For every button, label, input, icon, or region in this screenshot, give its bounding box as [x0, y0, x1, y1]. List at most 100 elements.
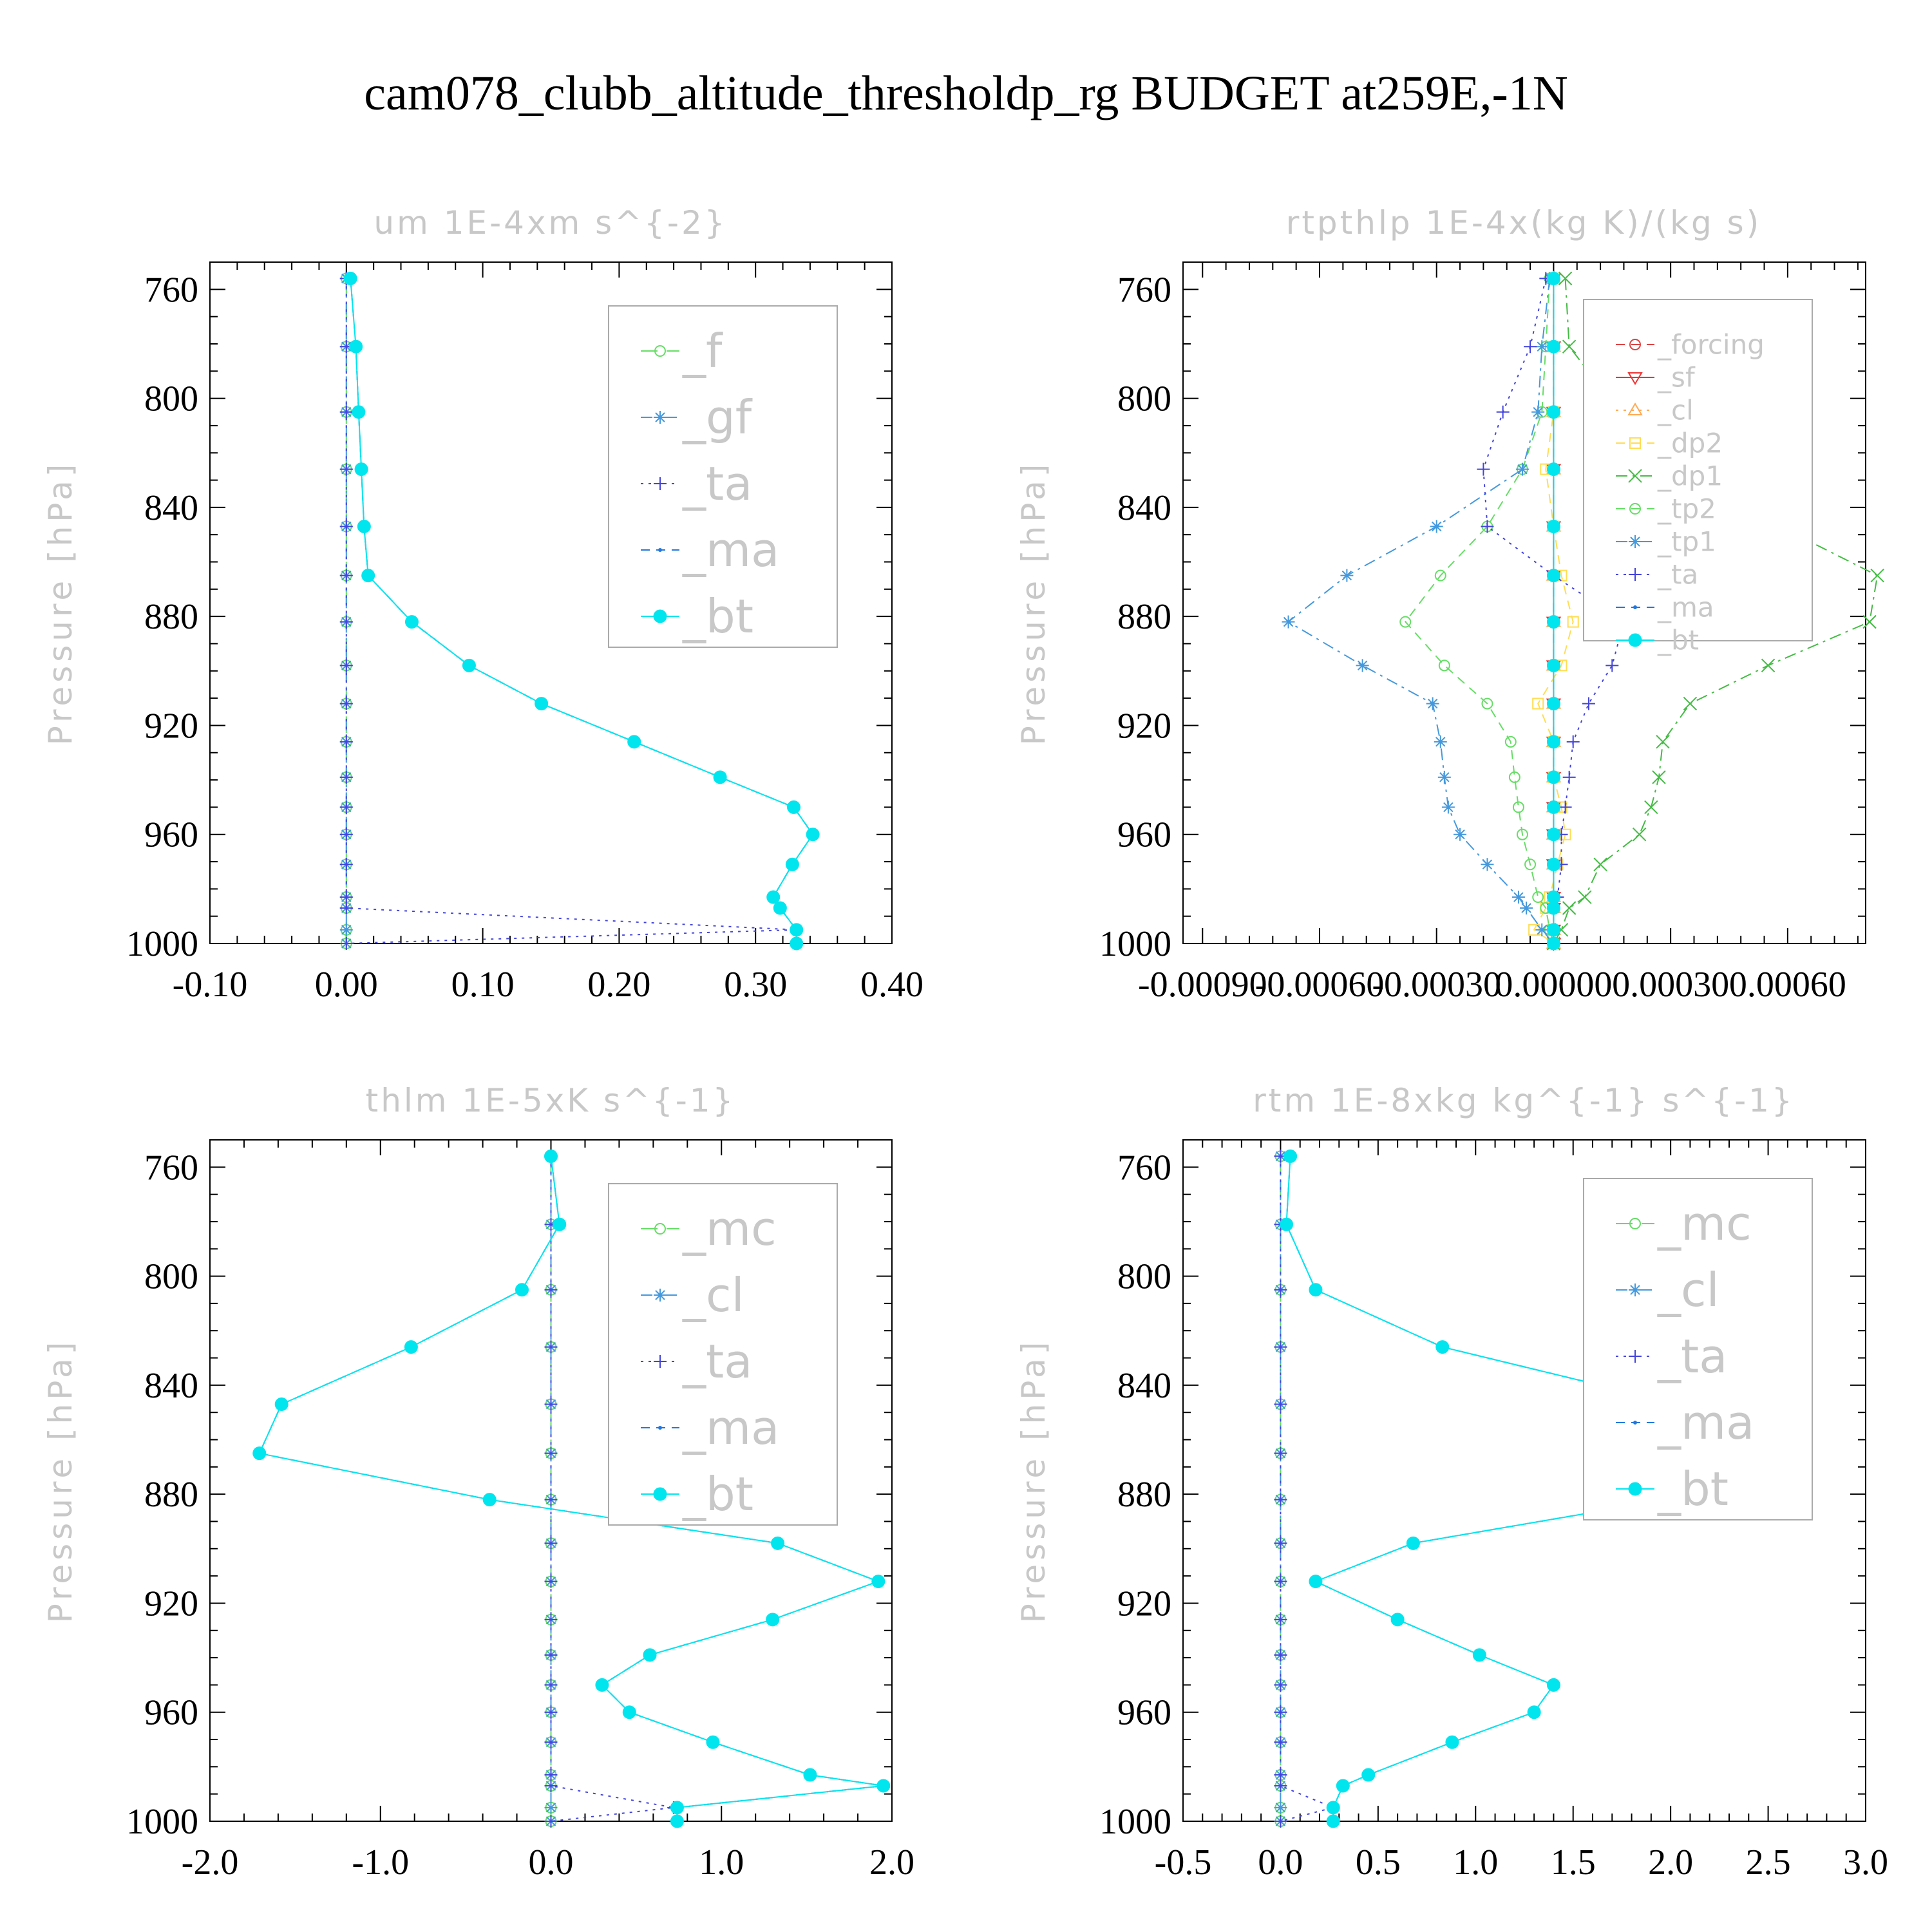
y-tick-label: 760 — [1117, 270, 1171, 310]
data-point — [1516, 828, 1528, 840]
data-point — [1532, 891, 1544, 904]
data-point — [713, 770, 727, 784]
data-point — [339, 923, 353, 936]
legend-label: _forcing — [1657, 329, 1765, 361]
y-tick-label: 800 — [1117, 1257, 1171, 1297]
data-point — [1274, 1613, 1287, 1626]
data-point — [544, 1149, 558, 1163]
data-point — [1434, 735, 1447, 748]
data-point — [339, 405, 353, 419]
legend-label: _cl — [682, 1268, 744, 1322]
data-point — [339, 569, 353, 582]
data-point — [1282, 615, 1295, 629]
data-point — [1481, 520, 1494, 533]
legend-marker — [658, 1426, 662, 1430]
panel-title: rtpthlp 1E-4x(kg K)/(kg s) — [1286, 204, 1761, 242]
data-point — [1280, 1217, 1294, 1231]
legend-marker — [1628, 469, 1642, 483]
data-point — [1532, 697, 1544, 710]
x-tick-label: 0.0 — [1258, 1842, 1303, 1882]
x-tick-label: -0.00090 — [1138, 965, 1267, 1005]
data-point — [1326, 1801, 1340, 1815]
data-point — [354, 462, 368, 477]
legend-box — [608, 305, 838, 648]
data-point — [1546, 800, 1560, 814]
series-line — [1482, 278, 1625, 943]
data-point — [1562, 770, 1576, 784]
data-point — [1481, 858, 1494, 871]
data-point — [1546, 901, 1560, 915]
data-point — [544, 1283, 558, 1296]
x-tick-label: 0.30 — [724, 965, 787, 1005]
data-point — [643, 1648, 657, 1662]
y-tick-label: 960 — [144, 1693, 198, 1733]
legend-marker — [1629, 1350, 1642, 1363]
chart-panel-3: thlm 1E-5xK s^{-1} Pressure [hPa] 760 800 84… — [42, 1082, 914, 1882]
data-point — [339, 697, 353, 710]
data-point — [773, 901, 787, 915]
legend: _forcing_sf_cl_dp2_dp1_tp2_tp1_ta_ma_bt — [1583, 299, 1813, 656]
legend-marker — [1627, 402, 1643, 415]
data-point — [670, 1801, 684, 1815]
series-line — [258, 1156, 884, 1821]
legend-label: _bt — [1657, 1462, 1728, 1516]
legend-marker — [653, 609, 667, 623]
y-tick-label: 760 — [144, 1148, 198, 1188]
data-point — [1531, 405, 1545, 419]
data-point — [544, 1678, 558, 1692]
y-axis-label: Pressure [hPa] — [42, 460, 79, 746]
data-point — [1274, 1575, 1287, 1588]
data-point — [1535, 340, 1549, 354]
data-point — [787, 800, 801, 814]
data-point — [544, 1648, 558, 1662]
plot-frame — [209, 261, 893, 944]
x-tick-label: -0.00030 — [1372, 965, 1501, 1005]
legend-label: _dp1 — [1657, 460, 1723, 492]
series_ta — [339, 272, 803, 950]
data-point — [343, 271, 357, 285]
data-point — [1535, 923, 1549, 936]
y-tick-label: 840 — [1117, 1366, 1171, 1406]
data-point — [1434, 569, 1446, 582]
data-point — [1546, 857, 1560, 871]
legend-label: _tp1 — [1657, 526, 1716, 558]
series_ta — [1274, 1150, 1340, 1828]
data-point — [1472, 1648, 1486, 1662]
data-point — [1496, 405, 1510, 419]
data-point — [1546, 615, 1560, 629]
x-tick-label: 0.5 — [1356, 1842, 1401, 1882]
data-point — [1274, 1705, 1287, 1719]
data-point — [339, 891, 353, 904]
x-tick-label: 0.40 — [860, 965, 923, 1005]
legend: _f _gf _ta _ma _bt — [608, 305, 838, 648]
panel-title: thlm 1E-5xK s^{-1} — [366, 1082, 736, 1119]
figure-title: cam078_clubb_altitude_thresholdp_rg BUDG… — [364, 66, 1567, 120]
plot-frame — [1182, 261, 1866, 944]
data-point — [1524, 340, 1537, 354]
x-tick-label: 2.0 — [1648, 1842, 1693, 1882]
data-point — [544, 1779, 558, 1792]
data-point — [544, 1736, 558, 1749]
data-point — [1336, 1779, 1350, 1793]
data-point — [357, 520, 371, 534]
x-tick-label: -2.0 — [182, 1842, 239, 1882]
data-point — [339, 659, 353, 672]
legend-label: _ma — [682, 1401, 779, 1455]
data-point — [1578, 890, 1592, 904]
data-point — [1274, 1801, 1287, 1814]
y-tick-label: 1000 — [126, 1802, 198, 1842]
data-point — [790, 923, 804, 937]
data-point — [544, 1815, 558, 1828]
x-tick-label: 0.00030 — [1612, 965, 1729, 1005]
y-axis-label: Pressure [hPa] — [42, 1338, 79, 1624]
y-tick-label: 960 — [1117, 1693, 1171, 1733]
data-point — [535, 697, 549, 711]
data-point — [1274, 1340, 1287, 1354]
plot-frame — [1182, 1139, 1866, 1822]
data-point — [1546, 697, 1560, 711]
x-tick-label: 0.20 — [587, 965, 650, 1005]
data-point — [1274, 1815, 1287, 1828]
y-tick-label: 1000 — [1099, 924, 1171, 964]
data-point — [1558, 271, 1573, 286]
data-point — [349, 339, 363, 354]
